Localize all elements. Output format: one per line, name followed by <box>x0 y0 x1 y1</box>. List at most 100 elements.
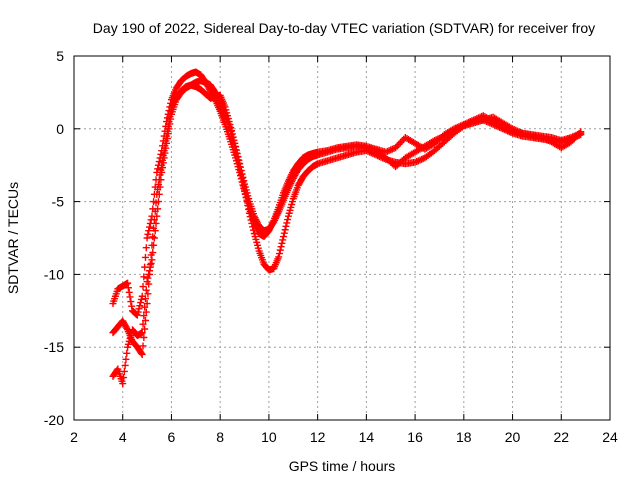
chart-title: Day 190 of 2022, Sidereal Day-to-day VTE… <box>93 20 595 36</box>
data-point <box>141 325 149 333</box>
data-point <box>165 118 173 126</box>
axis-ticks: 2 4 6 8 10 12 14 16 18 20 22 24-20-15-10-505 <box>44 48 618 445</box>
data-point <box>141 317 149 325</box>
data-point <box>232 146 240 154</box>
data-point <box>153 190 161 198</box>
data-point <box>385 147 393 155</box>
data-point <box>145 227 153 235</box>
data-point <box>120 374 128 382</box>
data-point <box>284 216 292 224</box>
data-point <box>147 251 155 259</box>
data-point <box>149 233 157 241</box>
series-2 <box>109 68 585 319</box>
data-point <box>159 151 167 159</box>
data-point <box>227 124 235 132</box>
data-point <box>453 125 461 133</box>
x-tick-label: 4 <box>119 429 127 445</box>
data-point <box>232 143 240 151</box>
x-tick-label: 20 <box>505 429 521 445</box>
data-point <box>150 216 158 224</box>
data-point <box>141 303 149 311</box>
data-point <box>137 295 145 303</box>
data-point <box>387 146 395 154</box>
data-points <box>109 68 585 388</box>
data-point <box>541 135 549 143</box>
data-point <box>238 170 246 178</box>
data-point <box>228 130 236 138</box>
data-point <box>237 167 245 175</box>
data-point <box>148 256 156 264</box>
data-point <box>137 349 145 357</box>
x-tick-label: 8 <box>216 429 224 445</box>
data-point <box>145 280 153 288</box>
x-tick-label: 12 <box>310 429 326 445</box>
data-point <box>124 279 132 287</box>
data-point <box>167 108 175 116</box>
data-point <box>275 253 283 261</box>
data-point <box>388 145 396 153</box>
data-point <box>138 329 146 337</box>
x-tick-label: 14 <box>359 429 375 445</box>
x-tick-label: 10 <box>261 429 277 445</box>
x-axis-label: GPS time / hours <box>289 458 396 474</box>
data-point <box>123 324 131 332</box>
data-point <box>123 349 131 357</box>
y-tick-label: 0 <box>56 121 64 137</box>
data-point <box>513 127 521 135</box>
data-point <box>543 136 551 144</box>
data-point <box>282 222 290 230</box>
data-point <box>280 233 288 241</box>
data-point <box>236 163 244 171</box>
data-point <box>411 158 419 166</box>
data-point <box>278 239 286 247</box>
data-point <box>418 155 426 163</box>
data-point <box>121 361 129 369</box>
data-point <box>235 156 243 164</box>
data-point <box>137 299 145 307</box>
data-point <box>165 107 173 115</box>
data-point <box>230 136 238 144</box>
data-point <box>383 147 391 155</box>
data-point <box>144 290 152 298</box>
data-point <box>143 234 151 242</box>
data-point <box>156 171 164 179</box>
data-point <box>140 273 148 281</box>
data-point <box>127 298 135 306</box>
data-point <box>538 134 546 142</box>
x-tick-label: 2 <box>70 429 78 445</box>
data-point <box>155 176 163 184</box>
data-point <box>512 126 520 134</box>
data-point <box>128 302 136 310</box>
data-point <box>141 263 149 271</box>
x-tick-label: 18 <box>456 429 472 445</box>
data-point <box>136 302 144 310</box>
data-point <box>151 207 159 215</box>
data-point <box>431 136 439 144</box>
data-point <box>509 125 517 133</box>
x-tick-label: 6 <box>168 429 176 445</box>
series-1 <box>109 77 585 388</box>
data-point <box>276 246 284 254</box>
data-point <box>155 158 163 166</box>
data-point <box>166 113 174 121</box>
data-point <box>275 250 283 258</box>
data-point <box>234 153 242 161</box>
data-point <box>228 127 236 135</box>
data-point <box>146 223 154 231</box>
data-point <box>159 156 167 164</box>
data-point <box>396 139 404 147</box>
data-point <box>150 224 158 232</box>
data-point <box>125 288 133 296</box>
data-point <box>160 147 168 155</box>
data-point <box>148 212 156 220</box>
data-point <box>239 173 247 181</box>
data-point <box>577 128 585 136</box>
data-point <box>277 243 285 251</box>
data-point <box>157 166 165 174</box>
data-point <box>147 259 155 267</box>
data-point <box>163 127 171 135</box>
data-point <box>124 284 132 292</box>
data-point <box>144 230 152 238</box>
data-point <box>154 181 162 189</box>
data-point <box>113 366 121 374</box>
